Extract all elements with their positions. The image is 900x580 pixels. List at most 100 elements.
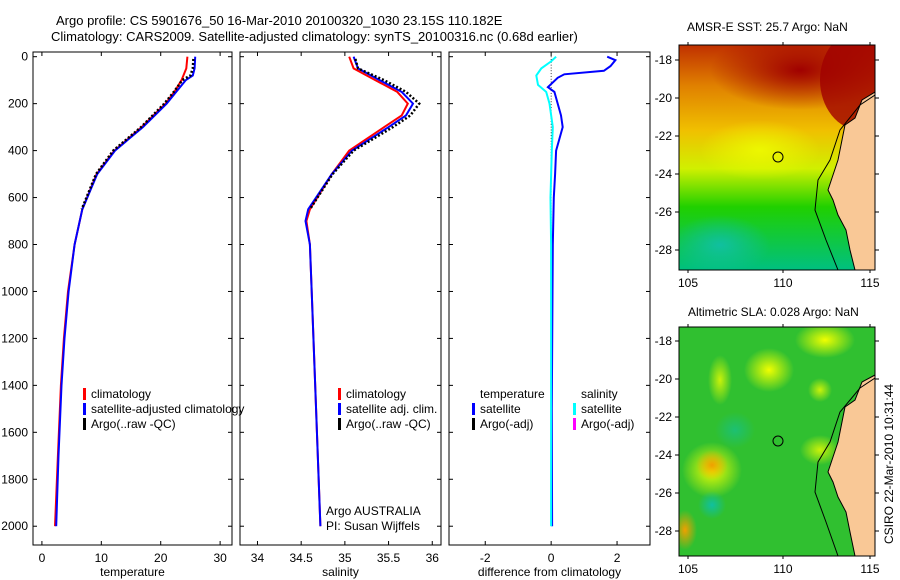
zero-reference-dot — [550, 92, 552, 94]
map-y-tick-label: -18 — [655, 334, 673, 348]
y-tick-label: 0 — [21, 50, 28, 64]
y-tick-label: 400 — [8, 144, 28, 158]
x-axis-label: difference from climatology — [478, 565, 621, 579]
zero-reference-dot — [550, 75, 552, 77]
x-tick-label: 30 — [213, 551, 227, 565]
series-line-argo-raw-qc- — [80, 58, 195, 210]
zero-reference-dot — [550, 101, 552, 103]
x-axis-label: temperature — [100, 565, 165, 579]
legend-label: climatology — [91, 387, 151, 401]
series-line-temperature-satellite — [546, 55, 618, 527]
map-y-tick-label: -26 — [655, 205, 673, 219]
y-tick-label: 800 — [8, 238, 28, 252]
legend-swatch — [83, 418, 86, 430]
x-tick-label: 36 — [426, 551, 440, 565]
zero-reference-dot — [550, 126, 552, 128]
land-australia — [827, 91, 875, 270]
x-tick-label: 34.5 — [289, 551, 313, 565]
y-tick-label: 1000 — [1, 284, 28, 298]
legend-label: Argo(..raw -QC) — [91, 417, 176, 431]
map-y-tick-label: -28 — [655, 243, 673, 257]
x-tick-label: 2 — [614, 551, 621, 565]
x-axis-label: salinity — [322, 565, 359, 579]
x-tick-label: 35 — [338, 551, 352, 565]
credit-timestamp: CSIRO 22-Mar-2010 10:31:44 — [882, 383, 896, 544]
y-tick-label: 2000 — [1, 519, 28, 533]
y-tick-label: 1800 — [1, 472, 28, 486]
map-x-tick-label: 115 — [860, 276, 879, 290]
legend-label: satellite adj. clim. — [346, 402, 437, 416]
legend-group-title: salinity — [581, 387, 618, 401]
zero-reference-dot — [550, 56, 552, 58]
legend-swatch — [338, 403, 341, 415]
sst-map-title: AMSR-E SST: 25.7 Argo: NaN — [687, 20, 848, 34]
title-line-2: Climatology: CARS2009. Satellite-adjuste… — [51, 29, 578, 44]
x-tick-label: 10 — [95, 551, 109, 565]
map-x-tick-label: 110 — [773, 276, 792, 290]
y-tick-label: 200 — [8, 97, 28, 111]
plot-frame — [32, 51, 233, 546]
legend-label: satellite-adjusted climatology — [91, 402, 244, 416]
zero-reference-dot — [550, 132, 552, 134]
zero-reference-dot — [550, 104, 552, 106]
legend-group-title: temperature — [480, 387, 545, 401]
zero-reference-dot — [550, 81, 552, 83]
annotation-pi: PI: Susan Wijffels — [326, 519, 420, 533]
plot-frame — [239, 51, 442, 546]
zero-reference-dot — [550, 64, 552, 66]
x-tick-label: 35.5 — [377, 551, 401, 565]
argo-location-marker — [772, 435, 784, 447]
legend-swatch — [573, 418, 576, 430]
zero-reference-dot — [550, 78, 552, 80]
profile-panel-1: 0 10 20 30 temperature 0 200 400 600 800 1000 1200 1… — [1, 50, 244, 579]
zero-reference-dot — [550, 73, 552, 75]
series-line-satellite-adj-clim- — [304, 56, 415, 527]
series-line-satellite-adjusted-climatology — [55, 56, 197, 527]
map-y-tick-label: -28 — [655, 524, 673, 538]
legend-swatch — [472, 418, 475, 430]
legend-swatch — [338, 418, 341, 430]
y-tick-label: 1400 — [1, 378, 28, 392]
annotation-program: Argo AUSTRALIA — [326, 504, 421, 518]
x-tick-label: 0 — [39, 551, 46, 565]
series-line-salinity-satellite — [535, 55, 557, 527]
x-tick-label: 34 — [251, 551, 265, 565]
sla-map — [678, 326, 876, 557]
map-y-tick-label: -22 — [655, 129, 673, 143]
map-y-tick-label: -24 — [655, 448, 673, 462]
legend-label: satellite — [581, 402, 622, 416]
zero-reference-dot — [550, 98, 552, 100]
map-x-tick-label: 105 — [678, 562, 698, 576]
map-y-tick-label: -24 — [655, 167, 673, 181]
x-tick-label: 0 — [548, 551, 555, 565]
zero-reference-dot — [550, 67, 552, 69]
y-tick-label: 600 — [8, 191, 28, 205]
y-tick-label: 1600 — [1, 425, 28, 439]
map-x-tick-label: 105 — [678, 276, 698, 290]
legend-swatch — [83, 403, 86, 415]
legend-label: climatology — [346, 387, 406, 401]
coast-contour — [814, 94, 875, 270]
map-y-tick-label: -20 — [655, 372, 673, 386]
zero-reference-dot — [550, 129, 552, 131]
argo-location-marker — [772, 151, 784, 163]
legend-swatch — [573, 403, 576, 415]
map-x-tick-label: 110 — [773, 562, 792, 576]
series-line-climatology — [54, 56, 189, 527]
map-y-tick-label: -22 — [655, 410, 673, 424]
sla-map-title: Altimetric SLA: 0.028 Argo: NaN — [688, 305, 859, 319]
legend-label: Argo(-adj) — [581, 417, 634, 431]
zero-reference-dot — [550, 95, 552, 97]
legend-swatch — [472, 403, 475, 415]
legend-swatch — [83, 388, 86, 400]
profile-panel-2: 34 34.5 35 35.5 36 salinity climatologysatelli… — [239, 51, 442, 579]
legend-swatch — [338, 388, 341, 400]
zero-reference-dot — [550, 70, 552, 72]
sst-map — [678, 44, 876, 271]
argo-program-annotation: Argo AUSTRALIA PI: Susan Wijffels — [326, 504, 421, 534]
x-tick-label: -2 — [480, 551, 491, 565]
legend-label: satellite — [480, 402, 521, 416]
